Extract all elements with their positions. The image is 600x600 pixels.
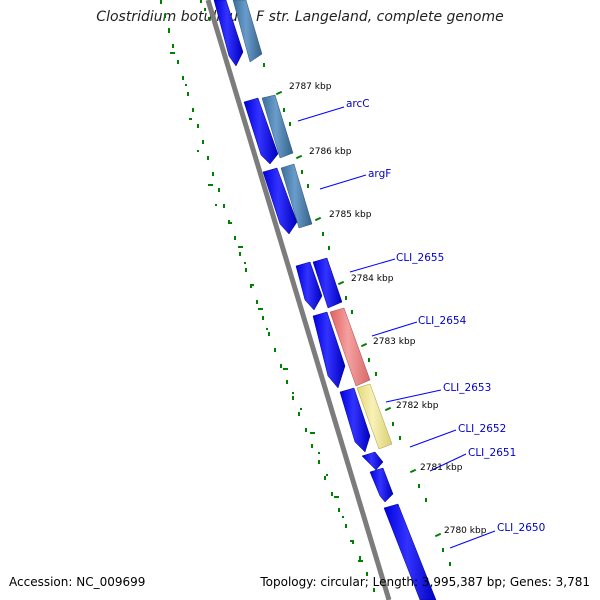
gene-label-cli-2650[interactable]: CLI_2650 xyxy=(497,522,545,534)
kbp-label: 2783 kbp xyxy=(373,337,416,347)
tick-ring xyxy=(258,50,451,566)
gene-label-cli-2653[interactable]: CLI_2653 xyxy=(443,382,491,394)
kbp-label: 2781 kbp xyxy=(420,463,463,473)
kbp-label: 2784 kbp xyxy=(351,274,394,284)
cds-arrow[interactable] xyxy=(243,97,279,165)
cds-arrow[interactable] xyxy=(369,467,394,503)
kbp-label: 2786 kbp xyxy=(309,147,352,157)
cds-arrow-khaki[interactable] xyxy=(356,383,393,450)
inner-dotted-track xyxy=(160,0,375,592)
cds-arrow[interactable] xyxy=(339,387,371,453)
cds-arrow[interactable] xyxy=(295,261,323,311)
gene-label-cli-2652[interactable]: CLI_2652 xyxy=(458,423,506,435)
gene-label-arcC[interactable]: arcC xyxy=(346,98,370,110)
cds-arrow-steelblue[interactable] xyxy=(280,163,313,229)
outer-dotted-track xyxy=(170,0,363,562)
cds-arrow[interactable] xyxy=(312,257,343,309)
cds-arrow[interactable] xyxy=(383,503,437,600)
cds-arrow[interactable] xyxy=(213,0,244,67)
cds-features[interactable] xyxy=(213,0,437,600)
kbp-label: 2780 kbp xyxy=(444,526,487,536)
map-title: Clostridium botulinum F str. Langeland, … xyxy=(96,9,504,25)
cds-arrow-steelblue[interactable] xyxy=(232,0,263,63)
kbp-label: 2785 kbp xyxy=(329,210,372,220)
accession-text: Accession: NC_009699 xyxy=(9,575,146,589)
label-leaders xyxy=(297,106,496,549)
cds-arrow[interactable] xyxy=(262,167,298,235)
gene-label-cli-2654[interactable]: CLI_2654 xyxy=(418,315,467,327)
gene-label-cli-2651[interactable]: CLI_2651 xyxy=(468,447,516,459)
cds-arrow-salmon[interactable] xyxy=(329,307,371,387)
gene-label-cli-2655[interactable]: CLI_2655 xyxy=(396,252,444,264)
cds-arrow[interactable] xyxy=(312,311,346,389)
kbp-label: 2787 kbp xyxy=(289,82,332,92)
gene-label-argF[interactable]: argF xyxy=(368,168,391,180)
kbp-label: 2782 kbp xyxy=(396,401,439,411)
genome-backbone xyxy=(205,0,392,600)
cds-arrow-steelblue[interactable] xyxy=(261,94,294,159)
genome-summary-text: Topology: circular; Length: 3,995,387 bp… xyxy=(260,575,590,589)
cds-arrow[interactable] xyxy=(361,451,384,471)
